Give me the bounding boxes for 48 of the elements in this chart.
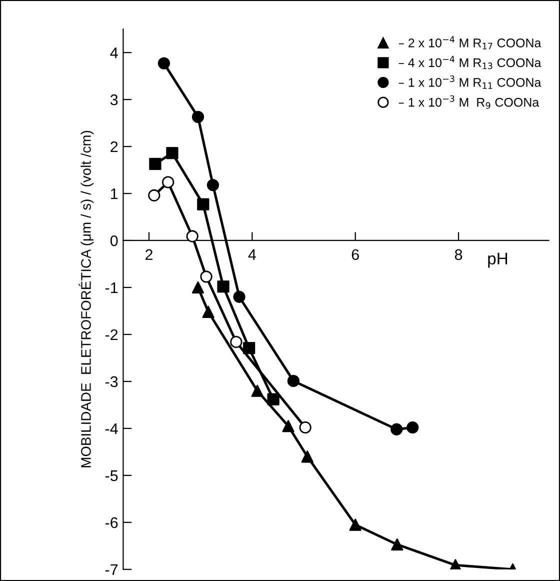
y-tick-label: -4 [105, 423, 118, 434]
point [267, 393, 280, 406]
point [158, 57, 170, 70]
point [162, 176, 174, 188]
y-tick-label: 3 [110, 94, 118, 106]
x-tick-label: 4 [248, 249, 256, 260]
x-tick-label: 8 [454, 249, 462, 260]
y-tick-label: 4 [110, 48, 118, 58]
point [192, 281, 204, 294]
point [299, 421, 312, 434]
point [230, 336, 242, 348]
point [202, 306, 214, 318]
point [217, 280, 230, 293]
point [349, 518, 362, 531]
point [166, 147, 178, 160]
y-tick-label: 2 [110, 141, 118, 152]
y-axis-title: MOBILIDADE ELETROFORÉTICA (μm / s) / (volt /cm) [78, 130, 94, 468]
y-tick-label: 1 [111, 188, 118, 200]
point [251, 384, 264, 397]
point [148, 189, 160, 202]
point [406, 421, 419, 434]
x-tick-label: 2 [146, 249, 152, 260]
y-tick-label: -3 [105, 376, 118, 388]
y-tick-label: -5 [105, 470, 118, 482]
point [206, 178, 220, 192]
y-tick-label: -2 [105, 329, 118, 340]
point [287, 374, 300, 388]
point [282, 420, 294, 432]
point [197, 198, 210, 210]
point [390, 423, 403, 436]
legend-label: – 1 x 10$^{−3}$ M R$_{11}$ COONa [398, 75, 542, 89]
x-axis-title: pH [488, 252, 508, 268]
point [186, 230, 198, 242]
legend-label: – 2 x 10$^{−4}$ M R$_{17}$ COONa [398, 36, 542, 50]
point [149, 158, 162, 170]
point [301, 450, 314, 463]
y-tick-label: -7 [105, 564, 118, 575]
legend-label: – 1 x 10$^{−3}$ M R$_{9}$ COONa [398, 95, 540, 109]
y-tick-label: -1 [105, 282, 118, 294]
y-tick-label: 0 [110, 235, 118, 246]
x-tick-label: 6 [352, 249, 359, 260]
point [243, 342, 256, 354]
legend-label: – 4 x 10$^{−4}$ M R$_{13}$ COONa [398, 56, 542, 70]
point [233, 290, 246, 303]
point [192, 110, 204, 123]
point [200, 270, 212, 283]
point [391, 538, 404, 551]
y-tick-label: -6 [105, 517, 118, 528]
